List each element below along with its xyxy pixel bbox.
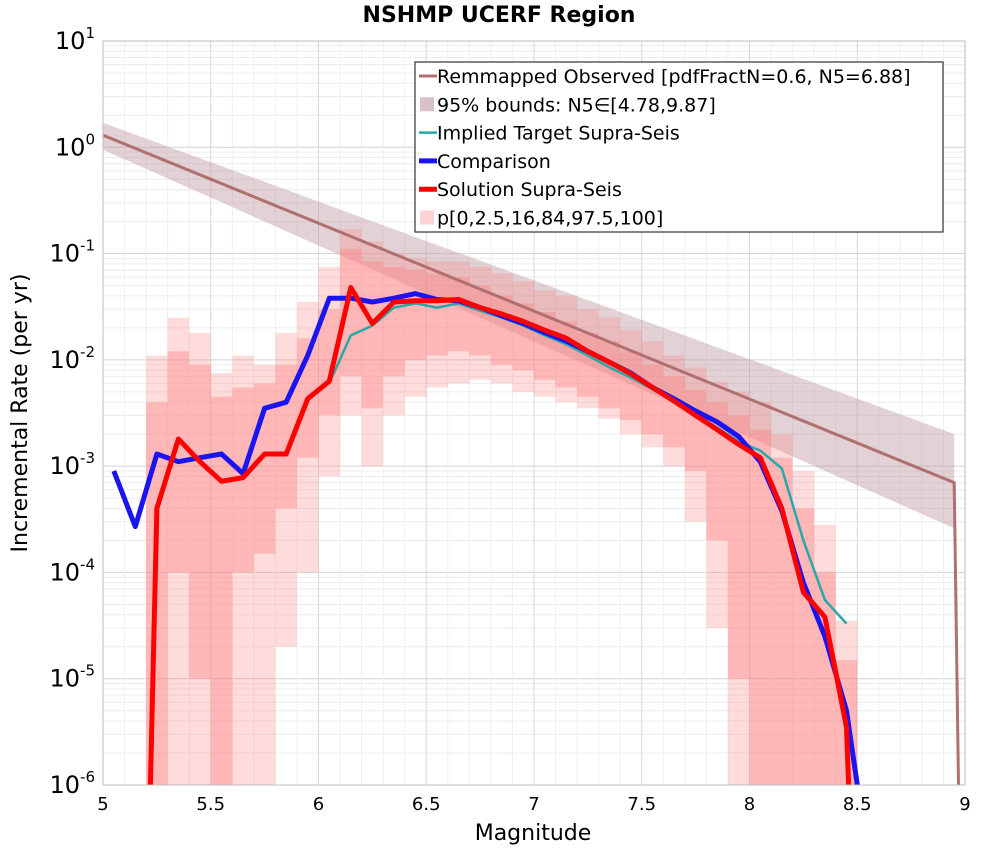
x-tick-label: 8.5 — [843, 794, 872, 815]
y-tick-label: 10-4 — [49, 555, 95, 586]
legend-swatch — [420, 97, 434, 112]
legend-box — [414, 61, 944, 233]
y-tick-label: 10-5 — [49, 662, 95, 693]
y-tick-label: 100 — [55, 130, 95, 161]
legend-swatch — [420, 210, 434, 225]
plot-data — [103, 122, 960, 785]
y-tick-label: 101 — [55, 24, 95, 55]
series-line-0 — [103, 133, 960, 785]
y-tick-label: 10-6 — [49, 768, 95, 799]
legend-label: p[0,2.5,16,84,97.5,100] — [437, 208, 663, 230]
series-line-1 — [328, 302, 848, 625]
x-tick-label: 7 — [528, 794, 539, 815]
y-tick-label: 10-2 — [49, 343, 95, 374]
x-tick-label: 7.5 — [627, 794, 656, 815]
legend-label: 95% bounds: N5∈[4.78,9.87] — [437, 94, 716, 116]
legend-label: Remmapped Observed [pdfFractN=0.6, N5=6.… — [437, 66, 911, 88]
x-tick-label: 5.5 — [196, 794, 225, 815]
x-axis-label: Magnitude — [475, 821, 592, 846]
y-tick-label: 10-3 — [49, 449, 95, 480]
x-tick-label: 6 — [313, 794, 324, 815]
plot-frame — [102, 40, 966, 786]
x-tick-label: 9 — [959, 794, 970, 815]
legend-label: Implied Target Supra-Seis — [437, 123, 680, 145]
series-line-3 — [147, 285, 852, 785]
x-tick-label: 5 — [97, 794, 108, 815]
band-1 — [146, 229, 858, 785]
y-tick-label: 10-1 — [49, 237, 95, 268]
x-tick-label: 8 — [744, 794, 755, 815]
y-axis-label: Incremental Rate (per yr) — [8, 274, 33, 553]
legend-label: Solution Supra-Seis — [437, 179, 622, 201]
x-tick-label: 6.5 — [412, 794, 441, 815]
legend: Remmapped Observed [pdfFractN=0.6, N5=6.… — [414, 61, 944, 233]
chart-title: NSHMP UCERF Region — [363, 3, 636, 28]
legend-label: Comparison — [437, 151, 551, 173]
